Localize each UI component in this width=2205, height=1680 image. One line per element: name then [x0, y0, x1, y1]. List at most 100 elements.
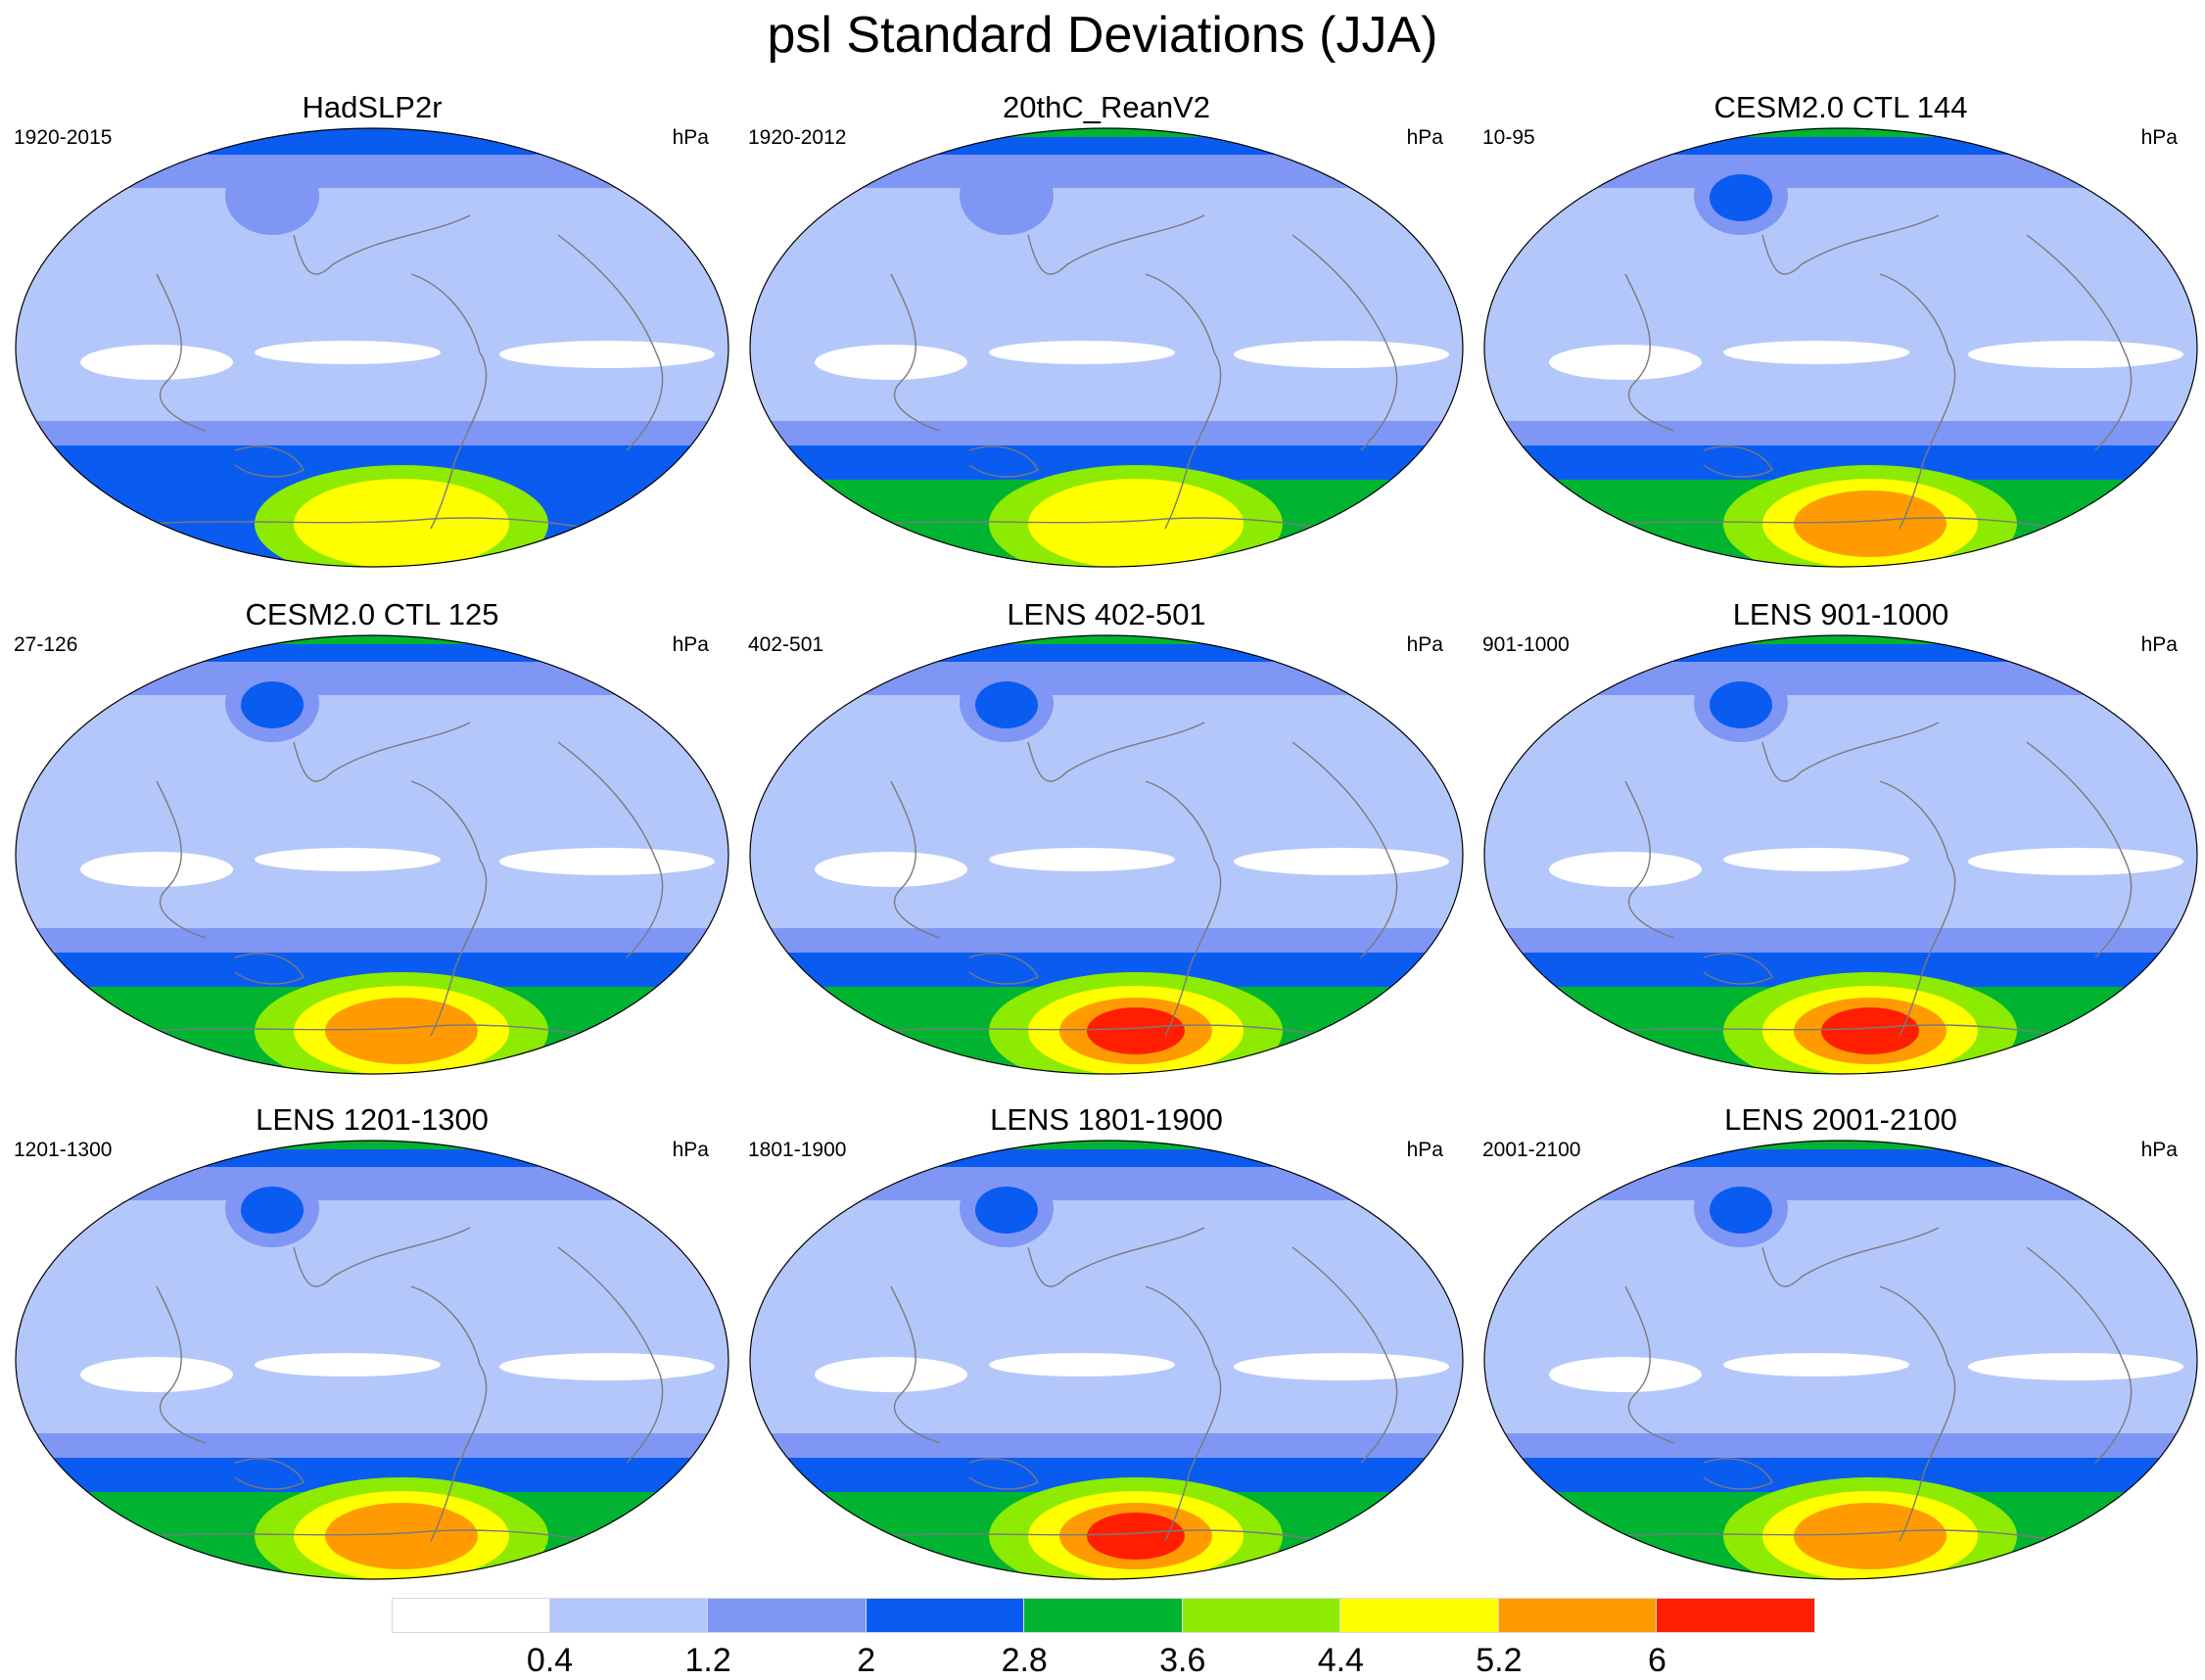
coastlines	[97, 722, 664, 1047]
robinson-map	[15, 634, 729, 1075]
tropical-region	[989, 341, 1175, 364]
map-panel: CESM2.0 CTL 144 10-95 hPa	[1478, 90, 2203, 589]
panel-units: hPa	[672, 633, 709, 656]
colorbar-tick-label: 0.4	[526, 1642, 574, 1679]
panel-period: 10-95	[1482, 126, 1535, 149]
colorbar-tick-label: 4.4	[1317, 1642, 1364, 1679]
panel-title: LENS 1201-1300	[256, 1102, 489, 1137]
map-border	[15, 634, 729, 1075]
map-panel: LENS 901-1000 901-1000 hPa	[1478, 597, 2203, 1097]
tropical-region	[1723, 848, 1909, 871]
map-panel: LENS 402-501 402-501 hPa	[744, 597, 1469, 1097]
panel-title: LENS 901-1000	[1732, 597, 1949, 631]
tropical-region	[1549, 345, 1702, 380]
arctic-band	[750, 128, 1463, 137]
map-panel: LENS 2001-2100 2001-2100 hPa	[1478, 1102, 2203, 1602]
colorbar-swatch	[1024, 1598, 1183, 1633]
north-pacific-region	[960, 157, 1054, 235]
arctic-band	[1484, 1141, 2197, 1149]
tropical-region	[815, 852, 967, 887]
panel-units: hPa	[1406, 1139, 1443, 1161]
tropical-region	[499, 848, 715, 875]
figure-title: psl Standard Deviations (JJA)	[767, 7, 1438, 64]
antarctic-maximum	[1087, 1513, 1185, 1560]
tropical-region	[989, 1353, 1175, 1377]
tropical-region	[1723, 341, 1909, 364]
panel-title: LENS 402-501	[1007, 597, 1206, 631]
north-pacific-region	[241, 1187, 304, 1234]
colorbar	[392, 1598, 1815, 1633]
panel-period: 1201-1300	[14, 1139, 113, 1161]
coastlines	[831, 722, 1398, 1047]
colorbar-swatch	[392, 1598, 550, 1633]
antarctic-maximum	[1821, 1007, 1919, 1054]
panel-units: hPa	[2140, 633, 2178, 656]
colorbar-tick-label: 1.2	[684, 1642, 731, 1679]
arctic-band	[750, 635, 1463, 644]
panel-period: 1801-1900	[748, 1139, 847, 1161]
arctic-band	[16, 1141, 728, 1149]
tropical-region	[255, 848, 441, 871]
north-pacific-region	[225, 157, 319, 235]
map-border	[1483, 634, 2198, 1075]
tropical-region	[815, 345, 967, 380]
map-panel: LENS 1801-1900 1801-1900 hPa	[744, 1102, 1469, 1602]
colorbar-swatch	[1182, 1598, 1341, 1633]
colorbar-tick-label: 2.8	[1001, 1642, 1048, 1679]
map-border	[1483, 127, 2198, 568]
robinson-map	[1483, 1140, 2198, 1580]
tropical-region	[80, 345, 233, 380]
map-border	[15, 1140, 729, 1580]
arctic-band	[750, 1141, 1463, 1149]
tropical-region	[1234, 1353, 1449, 1380]
panel-period: 2001-2100	[1482, 1139, 1581, 1161]
panel-title: LENS 1801-1900	[990, 1102, 1223, 1137]
north-pacific-region	[975, 681, 1038, 728]
antarctic-maximum	[1028, 479, 1243, 567]
colorbar-tick-label: 6	[1647, 1642, 1666, 1679]
colorbar-swatch	[708, 1598, 867, 1633]
tropical-region	[989, 848, 1175, 871]
robinson-map	[749, 1140, 1464, 1580]
panel-units: hPa	[2140, 1139, 2178, 1161]
map-border	[749, 1140, 1464, 1580]
tropical-region	[1549, 1357, 1702, 1392]
panel-period: 1920-2015	[14, 126, 113, 149]
tropical-region	[1968, 1353, 2183, 1380]
robinson-map	[749, 127, 1464, 568]
panel-period: 901-1000	[1482, 633, 1570, 656]
panel-title: CESM2.0 CTL 144	[1713, 90, 1968, 124]
robinson-map	[749, 634, 1464, 1075]
colorbar-swatch	[1340, 1598, 1499, 1633]
north-pacific-region	[1710, 1187, 1772, 1234]
tropical-region	[1968, 341, 2183, 368]
antarctic-maximum	[294, 479, 509, 567]
tropical-region	[1723, 1353, 1909, 1377]
robinson-map	[15, 1140, 729, 1580]
tropical-region	[1234, 848, 1449, 875]
robinson-map	[1483, 634, 2198, 1075]
panel-period: 27-126	[14, 633, 78, 656]
map-border	[15, 127, 729, 568]
map-panel: HadSLP2r 1920-2015 hPa	[10, 90, 734, 589]
robinson-map	[15, 127, 729, 568]
arctic-band	[16, 128, 728, 155]
colorbar-tick-label: 2	[857, 1642, 876, 1679]
north-pacific-region	[1710, 681, 1772, 728]
north-pacific-region	[975, 1187, 1038, 1234]
colorbar-tick-label: 5.2	[1476, 1642, 1523, 1679]
panel-units: hPa	[672, 1139, 709, 1161]
tropical-region	[1549, 852, 1702, 887]
panel-units: hPa	[672, 126, 709, 149]
panel-period: 1920-2012	[748, 126, 847, 149]
tropical-region	[1234, 341, 1449, 368]
panel-title: HadSLP2r	[302, 90, 443, 124]
arctic-band	[16, 635, 728, 644]
tropical-region	[815, 1357, 967, 1392]
map-border	[749, 127, 1464, 568]
tropical-region	[80, 852, 233, 887]
map-panel: LENS 1201-1300 1201-1300 hPa	[10, 1102, 734, 1602]
panel-units: hPa	[1406, 126, 1443, 149]
map-panel: 20thC_ReanV2 1920-2012 hPa	[744, 90, 1469, 589]
coastlines	[97, 1227, 664, 1552]
